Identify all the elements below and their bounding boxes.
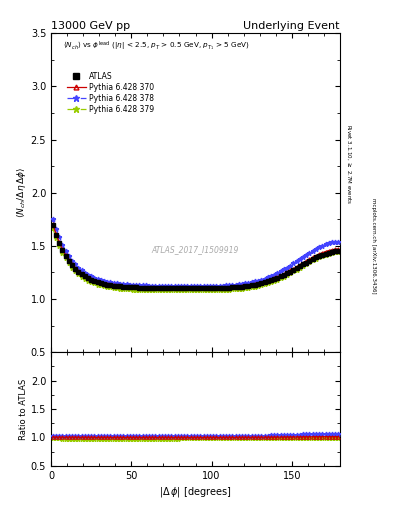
Text: Underlying Event: Underlying Event: [243, 21, 340, 31]
X-axis label: $|\Delta\,\phi|$ [degrees]: $|\Delta\,\phi|$ [degrees]: [159, 485, 232, 499]
Text: Rivet 3.1.10, $\geq$ 2.7M events: Rivet 3.1.10, $\geq$ 2.7M events: [345, 123, 353, 204]
Y-axis label: Ratio to ATLAS: Ratio to ATLAS: [19, 378, 28, 440]
Text: ATLAS_2017_I1509919: ATLAS_2017_I1509919: [152, 246, 239, 254]
Text: $\langle N_{ch}\rangle$ vs $\phi^{\rm lead}$ ($|\eta|$ < 2.5, $p_T$ > 0.5 GeV, $: $\langle N_{ch}\rangle$ vs $\phi^{\rm le…: [62, 39, 250, 53]
Text: 13000 GeV pp: 13000 GeV pp: [51, 21, 130, 31]
Text: mcplots.cern.ch [arXiv:1306.3436]: mcplots.cern.ch [arXiv:1306.3436]: [371, 198, 376, 293]
Legend: ATLAS, Pythia 6.428 370, Pythia 6.428 378, Pythia 6.428 379: ATLAS, Pythia 6.428 370, Pythia 6.428 37…: [64, 69, 157, 117]
Y-axis label: $\langle N_{ch} / \Delta\eta\,\Delta\phi \rangle$: $\langle N_{ch} / \Delta\eta\,\Delta\phi…: [15, 167, 28, 218]
